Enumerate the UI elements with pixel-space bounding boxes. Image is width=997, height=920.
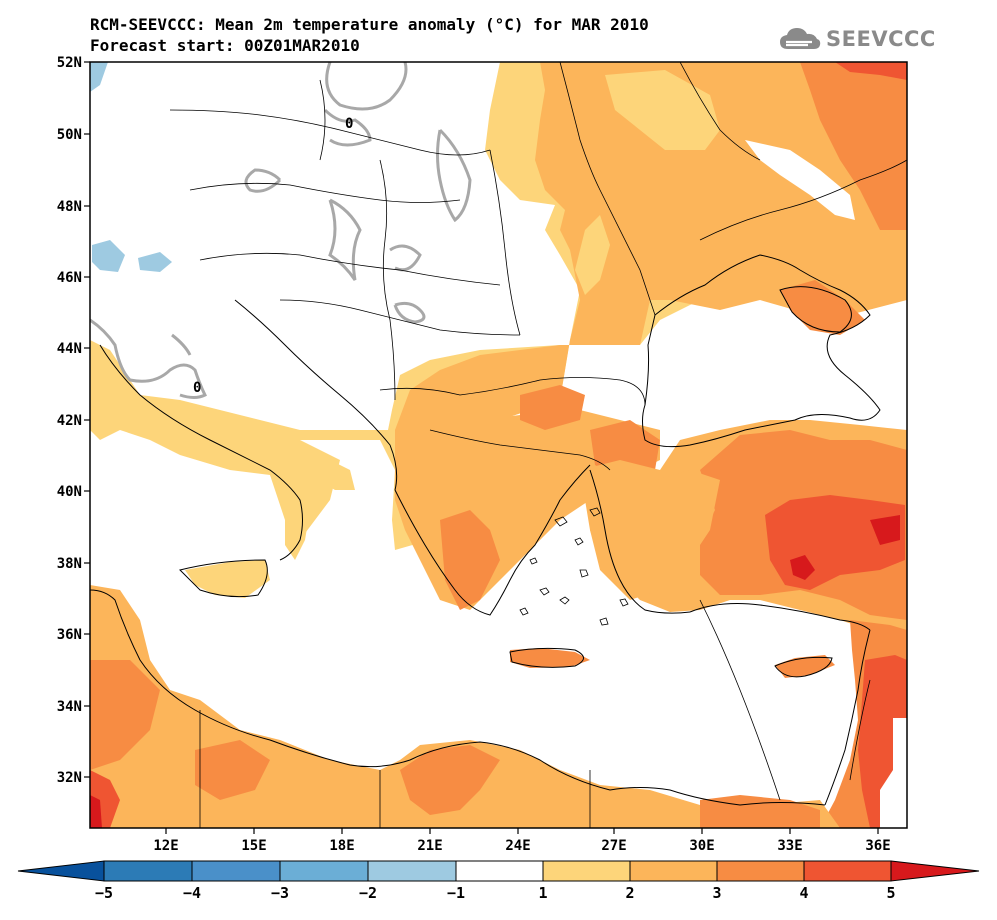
colorbar-high-arrow bbox=[890, 860, 980, 882]
colorbar-segment-0 bbox=[103, 860, 193, 882]
anomaly-zone-3-4-tunisia bbox=[90, 660, 160, 770]
anomaly-zone-5-sw bbox=[90, 795, 102, 828]
colorbar-segment-8 bbox=[803, 860, 892, 882]
aegean-islands bbox=[519, 507, 629, 626]
turkey-south-coast bbox=[689, 603, 871, 631]
colorbar-segment-5 bbox=[542, 860, 631, 882]
anomaly-zone-neg-nw bbox=[90, 62, 108, 92]
title-line-2: Forecast start: 00Z01MAR2010 bbox=[90, 36, 360, 55]
coastlines bbox=[90, 254, 881, 806]
crimea-coast bbox=[779, 286, 852, 333]
lat-label-32n: 32N bbox=[57, 770, 82, 786]
colorbar-segment-2 bbox=[279, 860, 369, 882]
black-sea-coast bbox=[642, 254, 881, 448]
contour-label: 0 bbox=[345, 116, 353, 132]
anomaly-zone-3-4-algeria bbox=[195, 740, 270, 800]
colorbar-tick-5: 5 bbox=[886, 884, 895, 902]
colorbar-tick-3: 3 bbox=[712, 884, 721, 902]
lon-label-18e: 18E bbox=[329, 838, 354, 854]
colorbar-tick-minus4: −4 bbox=[183, 884, 201, 902]
anomaly-zone-3-4-crimea bbox=[780, 280, 865, 335]
anomaly-zone-3-4-crete bbox=[510, 648, 590, 668]
levant-coast bbox=[824, 629, 871, 806]
italy-coast bbox=[99, 344, 303, 561]
lon-label-36e: 36E bbox=[865, 838, 890, 854]
colorbar-tick-minus1: −1 bbox=[447, 884, 465, 902]
sicily-coast bbox=[179, 559, 268, 598]
anomaly-zone-3-4-bulgaria bbox=[520, 385, 585, 430]
anomaly-fields: 0 0 bbox=[90, 62, 907, 828]
colorbar-segment-4 bbox=[455, 860, 544, 882]
colorbar-segment-7 bbox=[716, 860, 805, 882]
anomaly-zone-5-turkey-e bbox=[870, 515, 900, 545]
adriatic-coast bbox=[234, 299, 398, 491]
lon-label-33e: 33E bbox=[777, 838, 802, 854]
colorbar-tick-minus3: −3 bbox=[271, 884, 289, 902]
anomaly-zone-3-4-egypt bbox=[700, 795, 820, 828]
lat-label-34n: 34N bbox=[57, 699, 82, 715]
lon-label-27e: 27E bbox=[601, 838, 626, 854]
contour-label-2: 0 bbox=[193, 380, 201, 396]
zero-contours bbox=[90, 62, 472, 399]
lat-label-52n: 52N bbox=[57, 55, 82, 71]
lon-label-30e: 30E bbox=[689, 838, 714, 854]
lon-label-24e: 24E bbox=[505, 838, 530, 854]
lat-label-36n: 36N bbox=[57, 627, 82, 643]
map-frame bbox=[89, 61, 908, 829]
lat-label-38n: 38N bbox=[57, 556, 82, 572]
colorbar-low-arrow bbox=[17, 860, 105, 882]
anomaly-zone-1-2-italy-calabria bbox=[285, 490, 310, 560]
anomaly-zone-3-4-libya bbox=[400, 745, 500, 815]
lat-label-46n: 46N bbox=[57, 270, 82, 286]
anomaly-zone-1-2-west-ukr bbox=[605, 70, 720, 150]
country-borders bbox=[169, 62, 907, 828]
lat-label-40n: 40N bbox=[57, 484, 82, 500]
cloud-icon bbox=[780, 28, 821, 49]
n-africa-coast bbox=[90, 589, 826, 806]
anomaly-zone-5-turkey bbox=[790, 555, 815, 580]
lon-label-21e: 21E bbox=[417, 838, 442, 854]
title-line-1: RCM-SEEVCCC: Mean 2m temperature anomaly… bbox=[90, 15, 649, 34]
lon-label-15e: 15E bbox=[241, 838, 266, 854]
anomaly-zone-neg-alps-1 bbox=[92, 240, 125, 272]
anomaly-zone-3-4-greece bbox=[440, 510, 500, 610]
anomaly-zone-none-ukraine bbox=[745, 140, 855, 220]
colorbar-tick-4: 4 bbox=[799, 884, 808, 902]
anomaly-zone-1-2-romania bbox=[575, 215, 610, 295]
colorbar-segment-3 bbox=[367, 860, 457, 882]
anomaly-zone-2-3-n-africa bbox=[90, 585, 840, 828]
colorbar-segment-6 bbox=[629, 860, 718, 882]
colorbar-tick-1: 1 bbox=[538, 884, 547, 902]
colorbar-segment-1 bbox=[191, 860, 281, 882]
lon-label-12e: 12E bbox=[153, 838, 178, 854]
anomaly-zone-3-4-russia bbox=[800, 62, 907, 230]
greece-coast bbox=[394, 464, 591, 616]
anomaly-zone-none-levant bbox=[880, 718, 907, 828]
anomaly-zone-1-2-italy-sicily bbox=[185, 560, 270, 598]
colorbar-tick-minus2: −2 bbox=[359, 884, 377, 902]
lat-label-42n: 42N bbox=[57, 413, 82, 429]
anomaly-zone-4-5-ne bbox=[835, 62, 907, 80]
chart-title: RCM-SEEVCCC: Mean 2m temperature anomaly… bbox=[90, 14, 649, 56]
brand-text: SEEVCCC bbox=[826, 27, 936, 51]
crete-coast bbox=[509, 647, 584, 668]
colorbar-tick-2: 2 bbox=[625, 884, 634, 902]
aegean-turkey-coast bbox=[589, 469, 691, 614]
longitude-axis: 12E 15E 18E 21E 24E 27E 30E 33E 36E bbox=[153, 828, 891, 854]
lat-label-48n: 48N bbox=[57, 199, 82, 215]
anomaly-zone-neg-alps-2 bbox=[138, 252, 172, 272]
lat-label-44n: 44N bbox=[57, 341, 82, 357]
seevccc-logo: SEEVCCC bbox=[778, 24, 936, 54]
anomaly-zone-1-2-italy-apulia bbox=[290, 450, 355, 490]
lat-label-50n: 50N bbox=[57, 127, 82, 143]
anomaly-zone-2-3-anatolia-w bbox=[590, 470, 720, 600]
colorbar-tick-minus5: −5 bbox=[95, 884, 113, 902]
colorbar: −5 −4 −3 −2 −1 1 2 3 4 5 bbox=[17, 860, 980, 902]
cyprus-coast bbox=[774, 656, 833, 678]
latitude-axis: 52N 50N 48N 46N 44N 42N 40N 38N 36N 34N … bbox=[57, 55, 90, 786]
